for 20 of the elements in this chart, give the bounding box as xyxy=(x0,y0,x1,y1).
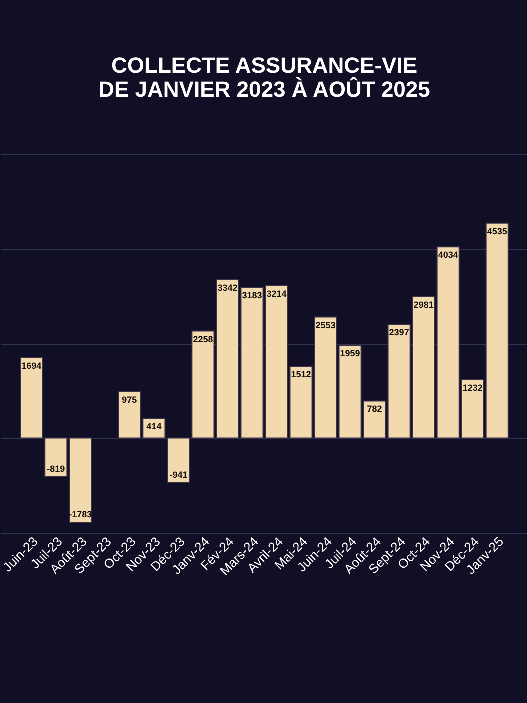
text: DE JANVIER 2023 À AOÛT 2025 xyxy=(98,77,430,102)
data-label: 3214 xyxy=(266,288,287,299)
data-label: -819 xyxy=(47,464,66,474)
data-label: 1512 xyxy=(291,370,312,380)
data-label: 2258 xyxy=(193,334,214,344)
text: COLLECTE ASSURANCE-VIE xyxy=(112,53,418,78)
data-label: 1694 xyxy=(22,360,42,371)
data-label: 414 xyxy=(146,422,162,432)
data-label: 1232 xyxy=(462,382,483,393)
data-label: 2981 xyxy=(414,300,434,310)
data-label: 3342 xyxy=(218,282,238,293)
data-label: 4034 xyxy=(438,250,458,260)
data-label: 782 xyxy=(367,404,382,414)
data-label: 2397 xyxy=(389,328,410,338)
data-label: 4535 xyxy=(487,226,508,236)
data-label: -941 xyxy=(170,470,188,480)
data-label: 3183 xyxy=(242,290,262,300)
data-label: 975 xyxy=(122,395,138,406)
data-label: 2553 xyxy=(316,320,336,330)
data-label: 1959 xyxy=(340,348,360,358)
